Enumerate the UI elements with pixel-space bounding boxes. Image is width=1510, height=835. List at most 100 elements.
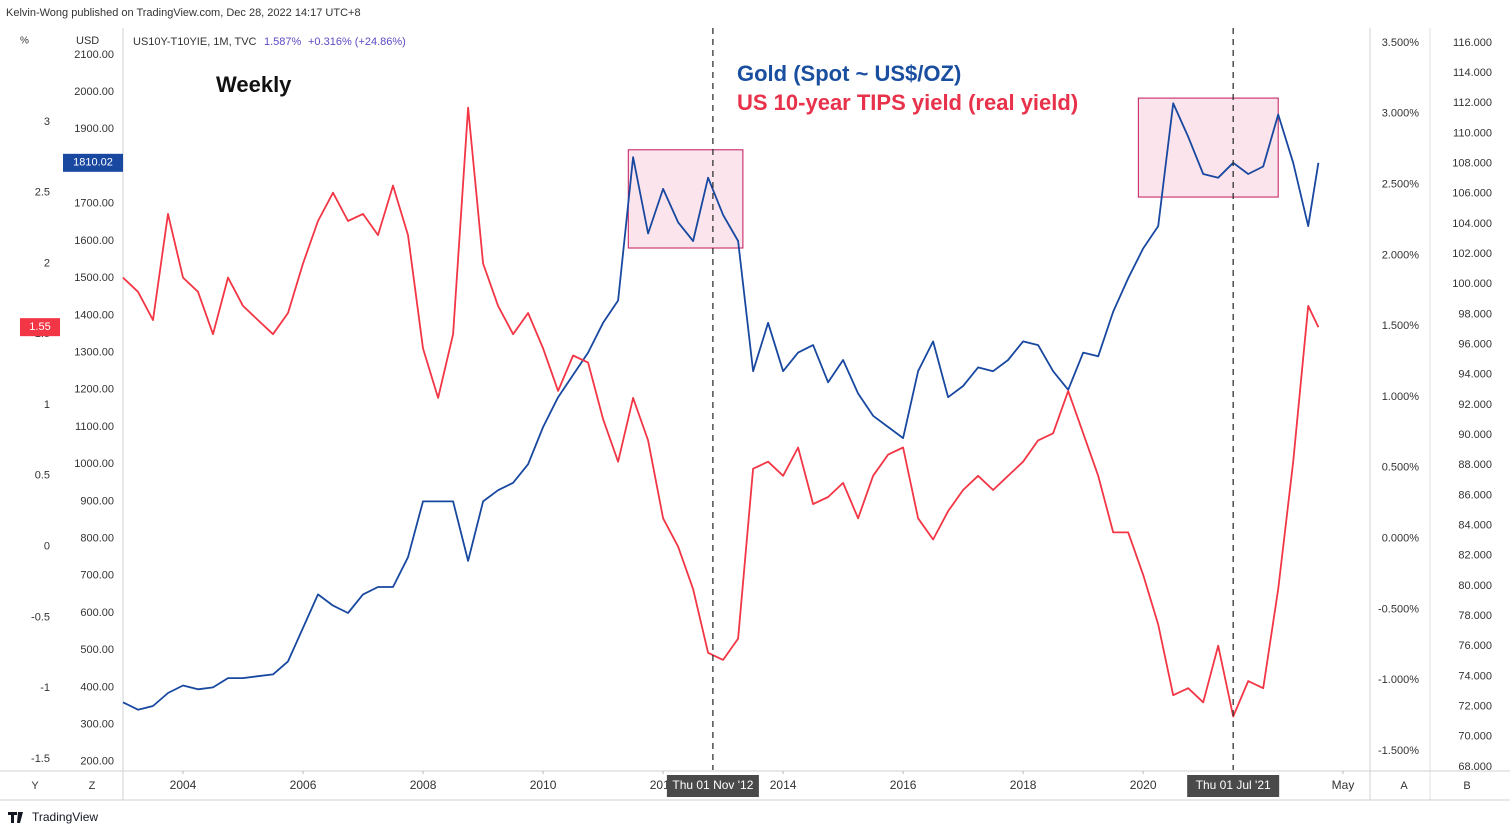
y-tick-label: 116.000	[1453, 37, 1492, 49]
y-tick-label: 600.00	[80, 607, 114, 619]
y-tick-label: 106.000	[1452, 188, 1492, 200]
y-tick-label: 114.000	[1453, 67, 1492, 79]
x-tick-label: 2020	[1130, 778, 1157, 792]
y-tick-label: 2000.00	[74, 86, 114, 98]
price-change: +0.316% (+24.86%)	[308, 36, 406, 48]
y-tick-label: 92.000	[1458, 399, 1492, 411]
y-tick-label: 400.00	[80, 681, 114, 693]
y-tick-label: 1.500%	[1382, 320, 1420, 332]
y-tick-label: 74.000	[1458, 670, 1492, 682]
x-tick-label: May	[1332, 778, 1355, 792]
last-value-tag	[63, 153, 123, 172]
y-tick-label: 80.000	[1458, 580, 1492, 592]
y-tick-label: 300.00	[80, 719, 114, 731]
x-tick-label: 2018	[1010, 778, 1037, 792]
y-tick-label: -1.000%	[1378, 674, 1419, 686]
y-tick-label: 1900.00	[74, 123, 114, 135]
y-tick-label: 0.000%	[1382, 533, 1420, 545]
y-tick-label: 102.000	[1452, 248, 1492, 260]
y-tick-label: 94.000	[1458, 369, 1492, 381]
y-tick-label: 100.000	[1452, 278, 1492, 290]
y-tick-label: 1600.00	[74, 235, 114, 247]
footer: TradingView	[32, 810, 98, 824]
x-tick-label: 2008	[410, 778, 437, 792]
y-tick-label: 1300.00	[74, 346, 114, 358]
marker-box	[666, 775, 759, 797]
button[interactable]: Y	[31, 780, 39, 792]
y-tick-label: 2.000%	[1382, 249, 1420, 261]
last-value-label: 1810.02	[73, 157, 113, 169]
highlight-box	[1137, 97, 1279, 198]
gold-label: Gold (Spot ~ US$/OZ)	[737, 61, 961, 86]
y-tick-label: 2.5	[35, 187, 50, 199]
y-tick-label: 3.000%	[1382, 108, 1420, 120]
publisher: Kelvin-Wong published on TradingView.com…	[6, 7, 361, 19]
y-tick-label: 2100.00	[74, 49, 114, 61]
y-tick-label: 78.000	[1458, 610, 1492, 622]
period-label: Weekly	[216, 72, 292, 97]
usd-axis-unit: USD	[76, 35, 99, 47]
marker-label: Thu 01 Nov '12	[672, 778, 753, 792]
tips-label: US 10-year TIPS yield (real yield)	[737, 90, 1078, 115]
y-tick-label: -1	[40, 682, 50, 694]
y-tick-label: 2	[44, 257, 50, 269]
y-tick-label: 800.00	[80, 532, 114, 544]
y-tick-label: 700.00	[80, 570, 114, 582]
y-tick-label: -1.500%	[1378, 745, 1419, 757]
left-axis-unit: %	[20, 36, 29, 47]
y-tick-label: 104.000	[1452, 218, 1492, 230]
y-tick-label: 500.00	[80, 644, 114, 656]
symbol: US10Y-T10YIE, 1M, TVC	[133, 36, 257, 48]
highlight-box	[627, 149, 744, 249]
y-tick-label: 900.00	[80, 495, 114, 507]
series-line	[122, 106, 1320, 718]
x-tick-label: 2010	[530, 778, 557, 792]
y-tick-label: 96.000	[1458, 339, 1492, 351]
logo	[8, 812, 23, 823]
y-tick-label: 0.5	[35, 470, 50, 482]
y-tick-label: -0.500%	[1378, 603, 1419, 615]
y-tick-label: 1100.00	[75, 421, 114, 433]
y-tick-label: 1700.00	[74, 198, 114, 210]
y-tick-label: -0.5	[31, 611, 50, 623]
last-price: 1.587%	[264, 36, 302, 48]
y-tick-label: 70.000	[1458, 731, 1492, 743]
y-tick-label: 1500.00	[74, 272, 114, 284]
y-tick-label: 68.000	[1458, 761, 1492, 773]
x-tick-label: 2006	[290, 778, 317, 792]
y-tick-label: 110.000	[1453, 127, 1492, 139]
y-tick-label: 200.00	[80, 756, 114, 768]
series-line	[122, 102, 1320, 711]
y-tick-label: 108.000	[1452, 158, 1492, 170]
y-tick-label: 90.000	[1458, 429, 1492, 441]
y-tick-label: 2.500%	[1382, 179, 1420, 191]
y-tick-label: 1200.00	[74, 384, 114, 396]
marker-box	[1187, 775, 1280, 797]
y-tick-label: 1400.00	[74, 309, 114, 321]
y-tick-label: 76.000	[1458, 640, 1492, 652]
button[interactable]: Z	[89, 780, 96, 792]
y-tick-label: 112.000	[1453, 97, 1492, 109]
button[interactable]: B	[1463, 780, 1470, 792]
y-tick-label: 0	[44, 541, 50, 553]
x-tick-label: 2014	[770, 778, 797, 792]
y-tick-label: 98.000	[1458, 308, 1492, 320]
x-tick-label: 2004	[170, 778, 197, 792]
x-tick-label: 2016	[890, 778, 917, 792]
button[interactable]: A	[1400, 780, 1408, 792]
y-tick-label: 3	[44, 116, 50, 128]
y-tick-label: 72.000	[1458, 701, 1492, 713]
y-tick-label: 0.500%	[1382, 462, 1420, 474]
y-tick-label: 88.000	[1458, 459, 1492, 471]
y-tick-label: 3.500%	[1382, 37, 1420, 49]
y-tick-label: 84.000	[1458, 520, 1492, 532]
y-tick-label: 82.000	[1458, 550, 1492, 562]
y-tick-label: 1000.00	[74, 458, 114, 470]
y-tick-label: 86.000	[1458, 489, 1492, 501]
y-tick-label: 1.000%	[1382, 391, 1420, 403]
last-value-label: 1.55	[29, 321, 50, 333]
